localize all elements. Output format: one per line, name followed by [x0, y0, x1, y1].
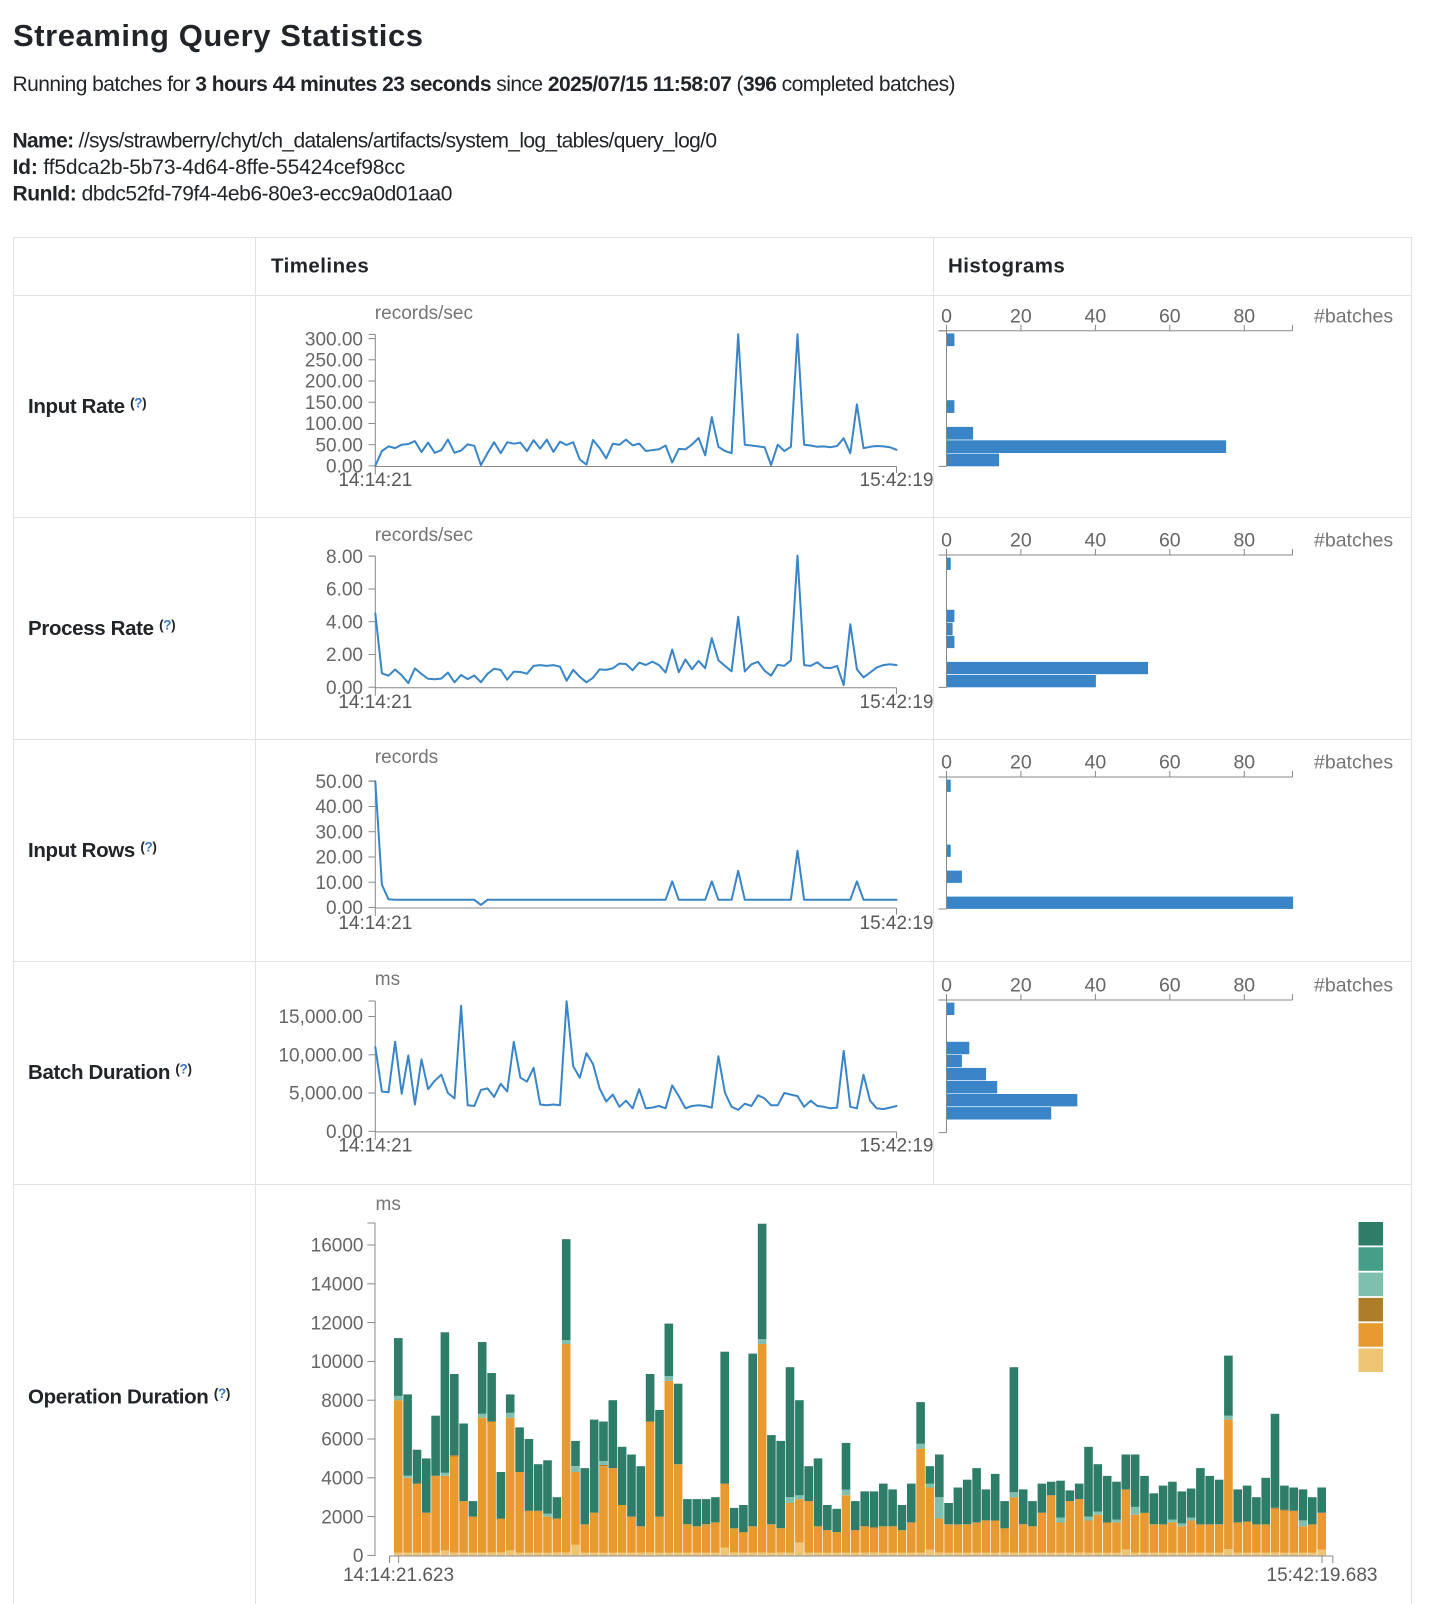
svg-text:50.00: 50.00 [315, 772, 363, 793]
svg-text:50.00: 50.00 [315, 435, 363, 456]
svg-text:40: 40 [1085, 305, 1107, 327]
svg-text:20: 20 [1010, 975, 1032, 997]
svg-text:15:42:19.683: 15:42:19.683 [1267, 1565, 1378, 1586]
svg-text:14:14:21: 14:14:21 [338, 913, 412, 934]
svg-text:5,000.00: 5,000.00 [289, 1084, 363, 1105]
svg-text:Batch Duration (?): Batch Duration (?) [28, 1061, 192, 1084]
svg-text:20: 20 [1010, 752, 1032, 774]
svg-text:Histograms: Histograms [948, 255, 1065, 278]
svg-text:6000: 6000 [321, 1430, 363, 1451]
svg-text:60: 60 [1159, 305, 1181, 327]
svg-text:0: 0 [941, 975, 952, 997]
svg-text:10000: 10000 [311, 1352, 364, 1373]
svg-text:14:14:21: 14:14:21 [338, 692, 412, 713]
svg-text:#batches: #batches [1314, 975, 1393, 997]
svg-text:2.00: 2.00 [326, 645, 363, 666]
svg-text:200.00: 200.00 [305, 372, 363, 393]
svg-text:0.00: 0.00 [326, 1122, 363, 1143]
svg-text:14000: 14000 [311, 1275, 364, 1296]
svg-text:Input Rows (?): Input Rows (?) [28, 839, 157, 862]
svg-text:0: 0 [353, 1546, 364, 1567]
svg-text:15,000.00: 15,000.00 [278, 1007, 363, 1028]
svg-text:0: 0 [941, 305, 952, 327]
svg-text:ms: ms [376, 1194, 401, 1215]
svg-text:Input Rate (?): Input Rate (?) [28, 395, 146, 418]
svg-text:RunId: dbdc52fd-79f4-4eb6-80e3: RunId: dbdc52fd-79f4-4eb6-80e3-ecc9a0d01… [13, 183, 452, 206]
svg-text:30.00: 30.00 [315, 822, 363, 843]
svg-text:2000: 2000 [321, 1507, 363, 1528]
svg-text:100.00: 100.00 [305, 414, 363, 435]
svg-text:15:42:19: 15:42:19 [860, 913, 934, 934]
svg-text:40.00: 40.00 [315, 797, 363, 818]
svg-text:ms: ms [375, 969, 400, 990]
svg-text:0.00: 0.00 [326, 457, 363, 478]
svg-text:Process Rate (?): Process Rate (?) [28, 617, 175, 640]
svg-text:10.00: 10.00 [315, 873, 363, 894]
svg-text:80: 80 [1233, 975, 1255, 997]
svg-text:14:14:21: 14:14:21 [338, 1136, 412, 1157]
svg-text:8000: 8000 [321, 1391, 363, 1412]
svg-text:records/sec: records/sec [375, 525, 473, 546]
svg-text:20: 20 [1010, 305, 1032, 327]
svg-text:300.00: 300.00 [305, 329, 363, 350]
svg-text:15:42:19: 15:42:19 [860, 692, 934, 713]
svg-text:Name: //sys/strawberry/chyt/ch: Name: //sys/strawberry/chyt/ch_datalens/… [13, 130, 717, 153]
svg-text:records/sec: records/sec [375, 303, 473, 324]
svg-text:10,000.00: 10,000.00 [278, 1046, 363, 1067]
svg-text:4000: 4000 [321, 1469, 363, 1490]
svg-text:#batches: #batches [1314, 305, 1393, 327]
svg-text:8.00: 8.00 [326, 547, 363, 568]
svg-text:4.00: 4.00 [326, 612, 363, 633]
svg-text:14:14:21: 14:14:21 [338, 470, 412, 491]
svg-text:20.00: 20.00 [315, 848, 363, 869]
svg-text:Streaming Query Statistics: Streaming Query Statistics [13, 18, 424, 53]
svg-text:40: 40 [1085, 752, 1107, 774]
svg-text:60: 60 [1159, 975, 1181, 997]
svg-text:Id: ff5dca2b-5b73-4d64-8ffe-55: Id: ff5dca2b-5b73-4d64-8ffe-55424cef98cc [13, 156, 406, 179]
svg-text:14:14:21.623: 14:14:21.623 [343, 1565, 454, 1586]
svg-text:Operation Duration (?): Operation Duration (?) [28, 1386, 230, 1409]
svg-text:80: 80 [1233, 305, 1255, 327]
svg-text:Running batches for 3 hours 44: Running batches for 3 hours 44 minutes 2… [13, 73, 955, 96]
svg-text:60: 60 [1159, 752, 1181, 774]
svg-text:12000: 12000 [311, 1313, 364, 1334]
svg-text:#batches: #batches [1314, 530, 1393, 552]
svg-text:40: 40 [1085, 975, 1107, 997]
svg-text:15:42:19: 15:42:19 [860, 470, 934, 491]
svg-text:#batches: #batches [1314, 752, 1393, 774]
svg-text:80: 80 [1233, 530, 1255, 552]
svg-text:0.00: 0.00 [326, 898, 363, 919]
svg-text:records: records [375, 747, 438, 768]
svg-text:0: 0 [941, 530, 952, 552]
svg-text:0: 0 [941, 752, 952, 774]
svg-text:20: 20 [1010, 530, 1032, 552]
svg-text:80: 80 [1233, 752, 1255, 774]
svg-text:40: 40 [1085, 530, 1107, 552]
svg-text:15:42:19: 15:42:19 [860, 1136, 934, 1157]
svg-text:60: 60 [1159, 530, 1181, 552]
svg-text:6.00: 6.00 [326, 580, 363, 601]
svg-text:250.00: 250.00 [305, 351, 363, 372]
svg-text:Timelines: Timelines [271, 255, 369, 278]
svg-text:150.00: 150.00 [305, 393, 363, 414]
svg-text:0.00: 0.00 [326, 678, 363, 699]
svg-text:16000: 16000 [311, 1236, 364, 1257]
